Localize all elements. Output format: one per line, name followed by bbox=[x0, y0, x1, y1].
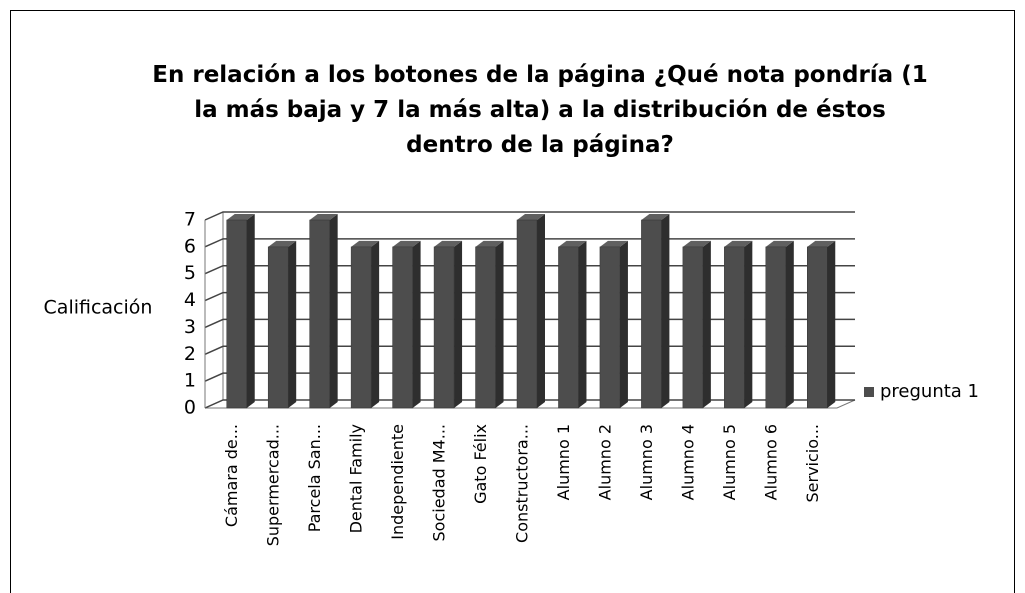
bar-top bbox=[309, 214, 338, 220]
bar-side bbox=[288, 240, 297, 408]
bar-side bbox=[246, 214, 255, 408]
bar-top bbox=[599, 240, 628, 247]
bar bbox=[724, 246, 745, 409]
bar-top bbox=[558, 240, 587, 247]
bar-side bbox=[619, 240, 628, 408]
y-axis-label: Calificación bbox=[44, 297, 153, 319]
y-tick-label: 5 bbox=[184, 262, 196, 284]
x-tick-label: Alumno 4 bbox=[678, 424, 697, 500]
x-tick-label: Sociedad M4... bbox=[430, 424, 449, 541]
bar-side bbox=[454, 240, 463, 408]
x-tick-label: Alumno 6 bbox=[761, 424, 780, 500]
y-tick-label: 6 bbox=[184, 235, 196, 257]
legend-swatch bbox=[864, 387, 874, 397]
bar bbox=[350, 246, 372, 409]
y-tick-label: 3 bbox=[184, 316, 196, 338]
bar-side bbox=[412, 240, 421, 408]
x-tick-label: Alumno 2 bbox=[595, 424, 614, 500]
y-tick-label: 0 bbox=[184, 397, 196, 419]
x-tick-label: Constructora... bbox=[513, 424, 532, 543]
bar-top bbox=[434, 240, 463, 247]
x-tick-label: Gato Félix bbox=[471, 424, 490, 504]
bar bbox=[641, 219, 662, 409]
bar-top bbox=[392, 240, 421, 247]
y-tick-label: 4 bbox=[184, 289, 196, 311]
bar-top bbox=[724, 240, 753, 247]
bar bbox=[226, 219, 247, 409]
frame bbox=[10, 10, 1015, 593]
x-tick-label: Parcela San... bbox=[305, 424, 324, 532]
chart-title: En relación a los botones de la página ¿… bbox=[152, 62, 928, 158]
bar-top bbox=[226, 214, 255, 220]
bar bbox=[599, 246, 621, 409]
bar bbox=[267, 246, 289, 409]
bar-top bbox=[765, 240, 794, 247]
bar-side bbox=[537, 214, 545, 408]
bar bbox=[558, 246, 579, 409]
x-tick-label: Cámara de... bbox=[222, 424, 241, 527]
x-tick-label: Alumno 1 bbox=[554, 424, 573, 500]
x-tick-label: Supermercad... bbox=[264, 424, 283, 546]
bar-top bbox=[682, 240, 711, 247]
bar-top bbox=[475, 240, 504, 247]
bar bbox=[682, 246, 704, 409]
bar-side bbox=[827, 240, 836, 408]
bar bbox=[309, 219, 330, 409]
bar-side bbox=[371, 240, 380, 408]
bar-side bbox=[661, 214, 670, 408]
bar-top bbox=[268, 240, 297, 247]
bar-top bbox=[517, 214, 545, 220]
y-tick-label: 7 bbox=[184, 209, 196, 231]
bar bbox=[765, 246, 787, 409]
x-tick-label: Alumno 5 bbox=[720, 424, 739, 500]
bar bbox=[392, 246, 413, 409]
bar bbox=[475, 246, 496, 409]
x-tick-label: Dental Family bbox=[347, 424, 366, 533]
y-tick-label: 2 bbox=[184, 343, 196, 365]
bar-side bbox=[578, 240, 587, 408]
bar-side bbox=[329, 214, 338, 408]
bar-side bbox=[785, 240, 794, 408]
bar-side bbox=[702, 240, 711, 408]
bar bbox=[807, 246, 828, 409]
bar-side bbox=[495, 240, 504, 408]
x-tick-label: Independiente bbox=[388, 424, 407, 540]
grid-line bbox=[204, 211, 855, 221]
x-tick-label: Servicio... bbox=[803, 424, 822, 503]
bar bbox=[433, 246, 455, 409]
x-tick-label: Alumno 3 bbox=[637, 424, 656, 500]
y-tick-label: 1 bbox=[184, 370, 196, 392]
bar-side bbox=[744, 240, 753, 408]
bar bbox=[516, 219, 538, 409]
bar-top bbox=[807, 240, 836, 247]
legend-label: pregunta 1 bbox=[880, 381, 979, 402]
bar-top bbox=[351, 240, 380, 247]
bar-top bbox=[641, 214, 670, 220]
